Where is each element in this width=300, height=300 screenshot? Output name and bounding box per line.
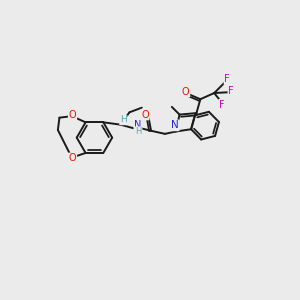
Text: O: O [69, 110, 76, 120]
Text: F: F [224, 74, 230, 84]
Text: F: F [228, 86, 234, 96]
Text: H: H [135, 127, 141, 136]
Text: O: O [69, 153, 76, 164]
Text: N: N [134, 120, 142, 130]
Text: H: H [120, 116, 127, 124]
Text: O: O [182, 86, 190, 97]
Text: O: O [141, 110, 149, 120]
Text: F: F [219, 100, 225, 110]
Text: N: N [171, 120, 179, 130]
